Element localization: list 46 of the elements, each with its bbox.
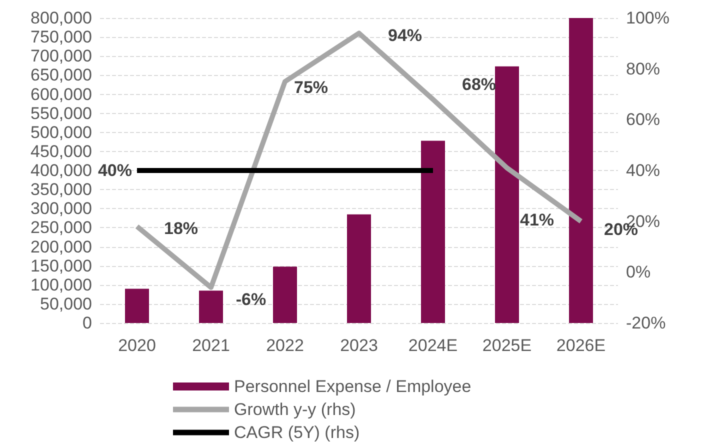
y-tick-label: 550,000 (30, 104, 92, 123)
x-tick-label: 2026E (556, 336, 606, 355)
data-label: -6% (236, 290, 266, 309)
x-tick-label: 2023 (340, 336, 378, 355)
y2-tick-label: 60% (626, 110, 660, 130)
y-tick-label: 600,000 (30, 84, 92, 104)
y-tick-label: 700,000 (30, 46, 92, 66)
x-tick-label: 2025E (482, 336, 532, 355)
y-tick-label: 650,000 (30, 66, 92, 85)
y-tick-label: 400,000 (30, 161, 92, 180)
bar (569, 18, 593, 323)
x-tick-label: 2022 (266, 336, 304, 355)
data-label: 41% (520, 210, 554, 230)
y-tick-label: 0 (82, 314, 92, 332)
bar (495, 66, 519, 323)
y2-tick-label: 80% (626, 59, 660, 78)
y-tick-label: 350,000 (30, 180, 92, 200)
y-tick-label: 450,000 (30, 142, 92, 161)
data-label: 18% (164, 218, 198, 238)
legend-label: Personnel Expense / Employee (234, 377, 472, 396)
y-tick-label: 500,000 (30, 122, 92, 142)
y2-tick-label: -20% (626, 314, 666, 332)
x-tick-label: 2024E (408, 336, 458, 355)
y-tick-label: 750,000 (30, 28, 92, 47)
legend-label: CAGR (5Y) (rhs) (234, 423, 360, 442)
y-tick-label: 800,000 (30, 8, 92, 28)
bar (125, 288, 149, 323)
data-label: 94% (388, 26, 422, 45)
y-tick-label: 100,000 (30, 275, 92, 294)
data-label: 40% (98, 161, 132, 180)
data-label: 75% (294, 78, 328, 98)
y-tick-label: 50,000 (40, 294, 92, 314)
y-tick-label: 250,000 (30, 218, 92, 238)
bar (199, 290, 223, 323)
bar (273, 266, 297, 323)
y2-tick-label: 40% (626, 161, 660, 180)
bar (421, 140, 445, 323)
bar (347, 214, 371, 323)
y-tick-label: 200,000 (30, 237, 92, 256)
y-tick-label: 150,000 (30, 256, 92, 276)
legend-label: Growth y-y (rhs) (234, 400, 356, 419)
y2-tick-label: 100% (626, 8, 670, 28)
y-tick-label: 300,000 (30, 199, 92, 218)
x-tick-label: 2020 (118, 336, 156, 355)
x-tick-label: 2021 (192, 336, 230, 355)
y2-tick-label: 0% (626, 262, 651, 282)
